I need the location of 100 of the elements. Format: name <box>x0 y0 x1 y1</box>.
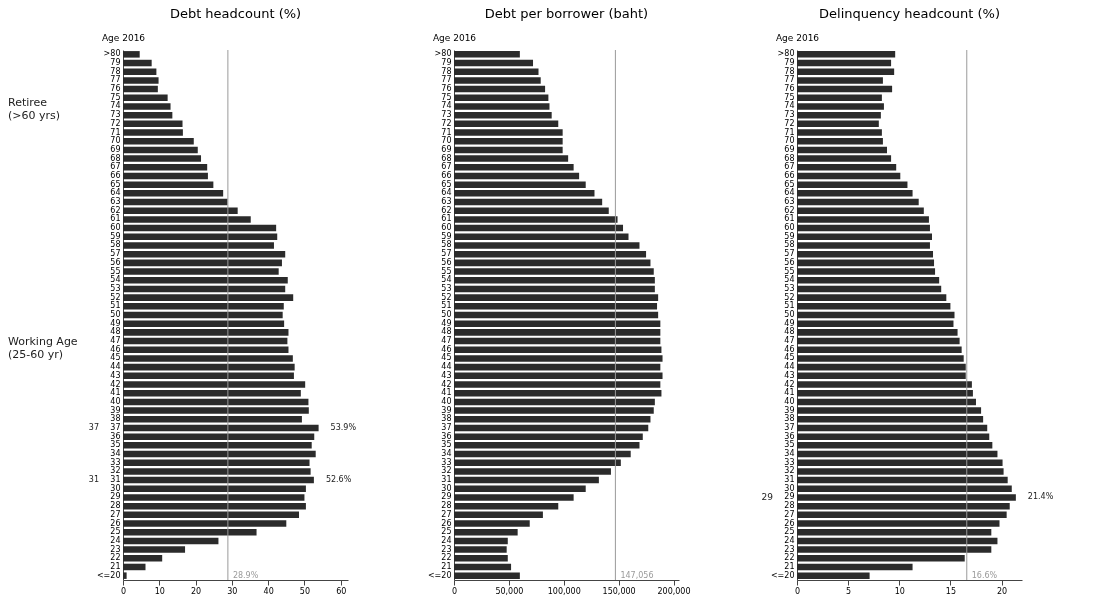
y-tick-label: 64 <box>784 188 795 198</box>
y-tick-label: 23 <box>110 544 121 554</box>
bar <box>123 389 301 397</box>
bar <box>797 424 988 432</box>
bar <box>797 198 919 206</box>
bar <box>123 450 316 458</box>
y-tick-label: 23 <box>441 544 452 554</box>
y-tick-label: 40 <box>441 396 452 406</box>
y-tick-label: 34 <box>441 449 452 459</box>
bar <box>797 450 998 458</box>
bar <box>123 468 311 475</box>
bar <box>454 520 530 527</box>
y-tick-label: 69 <box>784 144 795 154</box>
x-tick-label: 0 <box>794 586 801 596</box>
y-tick-label: 54 <box>784 275 795 285</box>
y-tick-label: 51 <box>441 301 452 311</box>
y-tick-label: 71 <box>784 127 795 137</box>
y-tick-label: 27 <box>110 509 121 519</box>
y-tick-label: 59 <box>441 231 452 241</box>
bar <box>797 459 1003 466</box>
x-tick-label: 100,000 <box>547 586 581 596</box>
y-tick-label: 53 <box>441 283 452 293</box>
bar <box>123 51 140 58</box>
bar <box>454 424 649 432</box>
y-tick-label: 39 <box>441 405 452 415</box>
bar <box>797 303 951 310</box>
y-tick-label: 73 <box>441 110 452 120</box>
y-tick-label: 41 <box>110 388 121 398</box>
bar <box>123 407 309 414</box>
bar <box>454 111 552 119</box>
y-tick-label: 40 <box>784 396 795 406</box>
y-tick-label: 60 <box>784 223 795 233</box>
bar <box>123 233 278 241</box>
bar <box>454 172 580 180</box>
y-tick-label: 63 <box>110 197 121 207</box>
bar <box>123 381 306 388</box>
y-tick-label: 56 <box>784 257 795 267</box>
bar <box>454 311 659 319</box>
bar <box>123 276 288 284</box>
y-tick-label: 26 <box>441 518 452 528</box>
y-axis-title: Age 2016 <box>432 32 477 43</box>
y-tick-label: 76 <box>784 84 795 94</box>
bar <box>123 285 286 293</box>
y-tick-label: 60 <box>110 223 121 233</box>
y-tick-label: 65 <box>784 179 795 189</box>
y-tick-label: 29 <box>441 492 452 502</box>
y-tick-label: 29 <box>110 492 121 502</box>
bar <box>123 346 289 354</box>
bar <box>797 372 966 380</box>
bar <box>797 442 993 449</box>
y-tick-label: 78 <box>110 66 121 76</box>
bar <box>123 398 309 406</box>
y-tick-label: 33 <box>441 457 452 467</box>
bar <box>123 94 168 102</box>
bar <box>797 294 947 301</box>
y-tick-label: 44 <box>441 362 452 372</box>
bar <box>797 337 960 345</box>
y-tick-label: 47 <box>110 336 121 346</box>
y-axis-title: Age 2016 <box>101 32 146 43</box>
y-tick-label: 34 <box>110 449 121 459</box>
y-tick-label: 27 <box>441 509 452 519</box>
y-tick-label: 50 <box>110 310 121 319</box>
bar <box>123 120 183 128</box>
bar <box>797 381 972 388</box>
bar <box>123 242 274 249</box>
bar <box>797 563 913 571</box>
bar <box>123 546 186 553</box>
ref-line-label: 147,056 <box>620 570 654 580</box>
bar <box>797 190 913 197</box>
y-tick-label: 22 <box>441 553 452 563</box>
bar <box>797 555 965 562</box>
ref-line-label: 16.6% <box>971 570 998 580</box>
y-tick-label: 66 <box>110 170 121 180</box>
bar <box>797 546 992 553</box>
bar <box>797 77 883 84</box>
bar <box>123 372 294 380</box>
bar <box>797 85 893 93</box>
y-tick-label: 74 <box>110 101 121 111</box>
y-tick-label: 54 <box>441 275 452 285</box>
bar <box>454 51 520 58</box>
y-tick-label: 48 <box>110 327 121 337</box>
bar <box>123 259 282 267</box>
bar <box>123 164 208 171</box>
bar <box>123 416 302 423</box>
text: 31 <box>88 474 99 484</box>
bar <box>797 268 936 275</box>
bar <box>454 68 539 75</box>
bar <box>454 146 563 154</box>
bar <box>797 207 924 214</box>
bar <box>797 389 973 397</box>
bar <box>123 146 198 154</box>
y-tick-label: 35 <box>784 440 795 450</box>
y-tick-label: 47 <box>441 336 452 346</box>
bar <box>454 59 534 67</box>
bar <box>454 546 507 553</box>
y-tick-label: 28 <box>784 501 795 511</box>
bar <box>454 94 549 102</box>
bar <box>123 268 279 275</box>
y-tick-label: 54 <box>110 275 121 285</box>
y-tick-label: 41 <box>441 388 452 398</box>
